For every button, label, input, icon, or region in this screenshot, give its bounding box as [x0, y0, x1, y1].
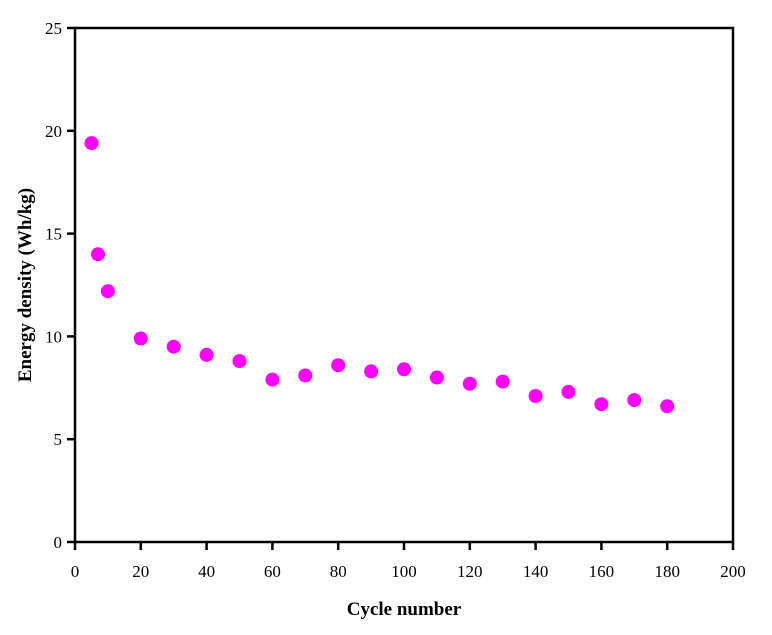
data-point: [364, 364, 379, 379]
data-point: [298, 368, 313, 383]
x-tick-label: 20: [132, 562, 149, 581]
x-axis-title: Cycle number: [347, 599, 462, 620]
y-tick-label: 15: [45, 225, 62, 244]
data-point: [495, 374, 510, 389]
data-point: [199, 347, 214, 362]
x-axis: 0 20 40 60 80 100 120 140 160 180 200: [71, 542, 746, 581]
x-tick-label: 200: [720, 562, 746, 581]
data-point: [91, 247, 105, 262]
data-point: [166, 339, 181, 354]
x-tick-label: 120: [457, 562, 483, 581]
data-point: [100, 284, 115, 299]
y-tick-label: 20: [45, 122, 62, 141]
data-points-series: [84, 136, 675, 414]
x-tick-label: 140: [523, 562, 549, 581]
plot-area: [73, 26, 735, 544]
x-tick-label: 160: [589, 562, 615, 581]
x-tick-label: 0: [71, 562, 80, 581]
data-point: [133, 331, 148, 346]
data-point: [232, 354, 247, 369]
x-tick-label: 60: [264, 562, 281, 581]
data-point: [627, 393, 642, 408]
y-axis: 0 5 10 15 20 25: [45, 19, 75, 552]
data-point: [397, 362, 411, 377]
y-axis-title: Energy density (Wh/kg): [15, 188, 36, 382]
x-tick-label: 40: [198, 562, 215, 581]
data-point: [528, 389, 543, 403]
data-point: [462, 376, 477, 391]
data-point: [429, 370, 444, 385]
y-tick-label: 10: [45, 327, 62, 346]
x-tick-label: 100: [391, 562, 417, 581]
x-tick-label: 180: [654, 562, 680, 581]
y-tick-label: 5: [54, 430, 63, 449]
y-tick-label: 0: [54, 533, 63, 552]
data-point: [331, 358, 346, 373]
y-tick-label: 25: [45, 19, 62, 38]
data-point: [265, 372, 280, 387]
data-point: [660, 399, 675, 414]
x-tick-label: 80: [330, 562, 347, 581]
data-point: [594, 397, 609, 412]
data-point: [561, 384, 576, 399]
data-point: [84, 136, 99, 151]
